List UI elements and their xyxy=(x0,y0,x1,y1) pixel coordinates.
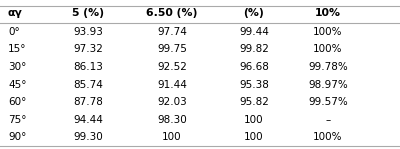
Text: 10%: 10% xyxy=(315,8,341,18)
Text: 100%: 100% xyxy=(313,132,343,142)
Text: 98.30: 98.30 xyxy=(157,115,187,125)
Text: 99.30: 99.30 xyxy=(73,132,103,142)
Text: –: – xyxy=(325,115,331,125)
Text: 100: 100 xyxy=(244,115,264,125)
Text: 100: 100 xyxy=(244,132,264,142)
Text: 92.03: 92.03 xyxy=(157,97,187,107)
Text: 93.93: 93.93 xyxy=(73,27,103,37)
Text: 99.75: 99.75 xyxy=(157,44,187,54)
Text: 100%: 100% xyxy=(313,27,343,37)
Text: 30°: 30° xyxy=(8,62,26,72)
Text: 97.32: 97.32 xyxy=(73,44,103,54)
Text: 87.78: 87.78 xyxy=(73,97,103,107)
Text: 90°: 90° xyxy=(8,132,26,142)
Text: 85.74: 85.74 xyxy=(73,80,103,90)
Text: 99.82: 99.82 xyxy=(239,44,269,54)
Text: 96.68: 96.68 xyxy=(239,62,269,72)
Text: (%): (%) xyxy=(244,8,264,18)
Text: 95.38: 95.38 xyxy=(239,80,269,90)
Text: 6.50 (%): 6.50 (%) xyxy=(146,8,198,18)
Text: 15°: 15° xyxy=(8,44,26,54)
Text: 92.52: 92.52 xyxy=(157,62,187,72)
Text: 0°: 0° xyxy=(8,27,20,37)
Text: 100: 100 xyxy=(162,132,182,142)
Text: 91.44: 91.44 xyxy=(157,80,187,90)
Text: 97.74: 97.74 xyxy=(157,27,187,37)
Text: αγ: αγ xyxy=(8,8,23,18)
Text: 60°: 60° xyxy=(8,97,26,107)
Text: 95.82: 95.82 xyxy=(239,97,269,107)
Text: 98.97%: 98.97% xyxy=(308,80,348,90)
Text: 99.44: 99.44 xyxy=(239,27,269,37)
Text: 99.57%: 99.57% xyxy=(308,97,348,107)
Text: 100%: 100% xyxy=(313,44,343,54)
Text: 86.13: 86.13 xyxy=(73,62,103,72)
Text: 45°: 45° xyxy=(8,80,26,90)
Text: 75°: 75° xyxy=(8,115,26,125)
Text: 99.78%: 99.78% xyxy=(308,62,348,72)
Text: 94.44: 94.44 xyxy=(73,115,103,125)
Text: 5 (%): 5 (%) xyxy=(72,8,104,18)
